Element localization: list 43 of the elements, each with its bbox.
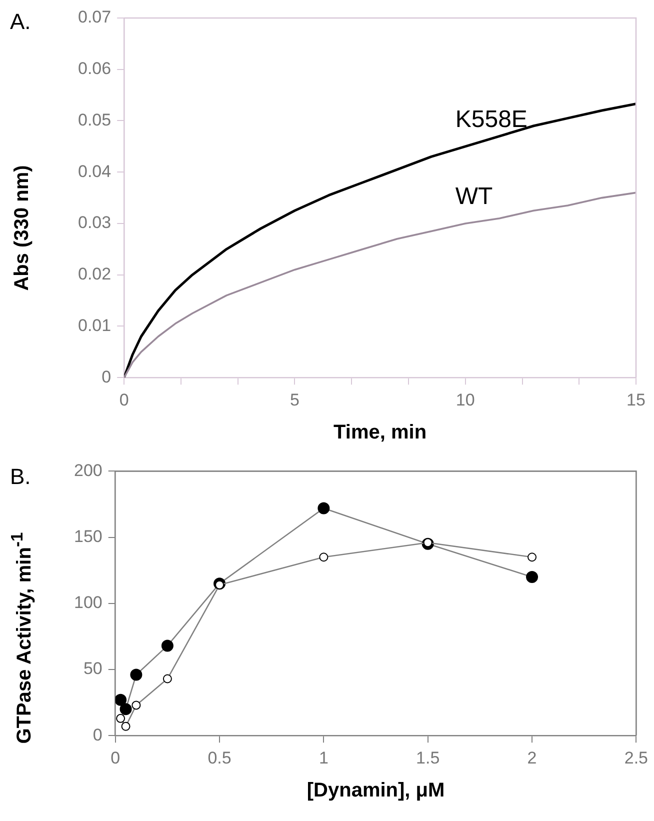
y-tick-label: 0.03	[78, 213, 112, 232]
y-tick-label: 0.05	[78, 110, 112, 130]
y-tick-label: 0.07	[78, 8, 112, 27]
y-tick-label: 0.01	[78, 316, 112, 335]
series-label: K558E	[455, 106, 528, 134]
x-tick-label: 2.5	[624, 748, 648, 768]
x-tick-label: 15	[626, 390, 646, 410]
point	[162, 674, 172, 684]
point	[318, 502, 330, 514]
series-label: WT	[455, 183, 494, 210]
y-tick-label: 0	[102, 367, 112, 386]
chart-title: B.	[10, 464, 31, 490]
y-axis-title: Abs (330 nm)	[11, 164, 33, 290]
point	[116, 714, 126, 723]
y-tick-label: 0	[92, 725, 102, 744]
point	[528, 552, 537, 562]
y-tick-label: 50	[83, 659, 102, 678]
x-tick-label: 2	[527, 748, 537, 768]
point	[161, 640, 174, 652]
point	[423, 538, 432, 548]
point	[319, 552, 328, 562]
y-tick-label: 150	[74, 526, 102, 546]
y-tick-label: 100	[74, 593, 102, 612]
x-axis-title: Time, min	[334, 422, 427, 444]
y-tick-label: 0.02	[78, 264, 112, 284]
point	[130, 668, 142, 681]
point	[132, 700, 141, 710]
x-tick-label: 1.5	[416, 748, 440, 768]
y-tick-label: 0.06	[78, 59, 112, 78]
point	[115, 694, 127, 706]
x-tick-label: 1	[318, 748, 328, 768]
chart-title: A.	[10, 9, 31, 34]
x-tick-label: 0	[119, 390, 129, 410]
y-tick-label: 200	[74, 460, 102, 480]
x-tick-label: 0.5	[208, 748, 232, 768]
point	[120, 703, 132, 716]
x-tick-label: 5	[290, 390, 300, 410]
x-axis-title: [Dynamin], μM	[306, 780, 445, 802]
x-tick-label: 10	[456, 390, 475, 410]
point	[526, 570, 538, 583]
point	[121, 722, 130, 731]
point	[215, 580, 224, 590]
y-tick-label: 0.04	[78, 162, 112, 181]
